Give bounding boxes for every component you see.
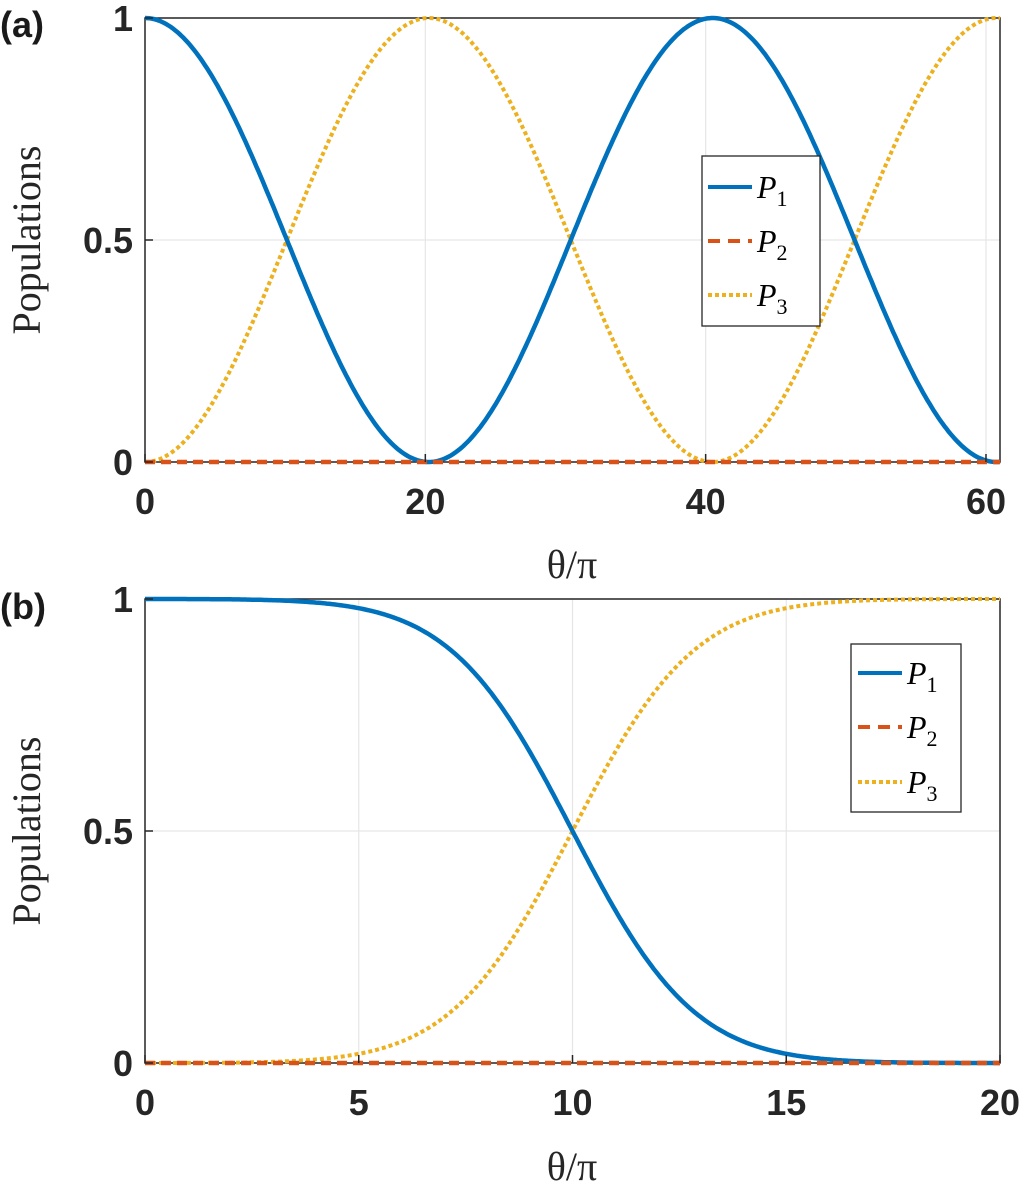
x-tick-label: 10: [552, 1082, 592, 1123]
x-tick-label: 20: [980, 1082, 1020, 1123]
panel-b-ylabel: Populations: [4, 737, 49, 926]
x-tick-label: 60: [966, 481, 1006, 522]
x-tick-label: 0: [135, 1082, 155, 1123]
y-tick-label: 0: [113, 1043, 133, 1084]
panel-a-series: [144, 15, 1001, 465]
panel-a-legend: P1 P2 P3: [701, 155, 821, 327]
y-tick-label: 1: [113, 579, 133, 620]
panel-a-ylabel: Populations: [4, 146, 49, 335]
x-tick-label: 40: [686, 481, 726, 522]
legend-p1-label: P1: [906, 655, 938, 697]
panel-b-xlabel: θ/π: [547, 1144, 597, 1189]
panel-a-label: (a): [0, 4, 44, 45]
legend-p2-label: P2: [756, 223, 788, 265]
x-tick-label: 15: [766, 1082, 806, 1123]
legend-box: [701, 155, 821, 327]
x-tick-label: 20: [405, 481, 445, 522]
panel-a-ticks: 0 20 40 60 0 0.5 1: [83, 0, 1006, 522]
series-p1-line: [144, 15, 1001, 465]
panel-b-ticks: 0 5 10 15 20 0 0.5 1: [83, 579, 1020, 1123]
panel-b-axes: 0 5 10 15 20 0 0.5 1 θ/π Populations P1 P2 P3: [4, 579, 1020, 1189]
legend-p3-label: P3: [906, 764, 938, 806]
x-tick-label: 5: [349, 1082, 369, 1123]
legend-p1-label: P1: [756, 169, 788, 211]
legend-p2-label: P2: [906, 709, 938, 751]
y-tick-label: 0: [113, 442, 133, 483]
panel-b-label: (b): [0, 586, 46, 627]
panel-a-xlabel: θ/π: [547, 542, 597, 587]
legend-p3-label: P3: [756, 277, 788, 319]
panel-b-series: [145, 596, 1000, 1066]
y-tick-label: 0.5: [83, 811, 133, 852]
y-tick-label: 1: [113, 0, 133, 39]
panel-a-axes: 0 20 40 60 0 0.5 1 θ/π Populations P1 P2 P3: [4, 0, 1006, 587]
x-tick-label: 0: [135, 481, 155, 522]
panel-b-legend: P1 P2 P3: [850, 643, 962, 813]
y-tick-label: 0.5: [83, 220, 133, 261]
